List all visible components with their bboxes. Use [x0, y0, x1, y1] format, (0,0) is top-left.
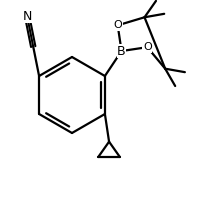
Text: O: O: [143, 42, 152, 52]
Text: N: N: [22, 10, 32, 23]
Text: O: O: [113, 20, 122, 30]
Text: B: B: [117, 45, 126, 58]
